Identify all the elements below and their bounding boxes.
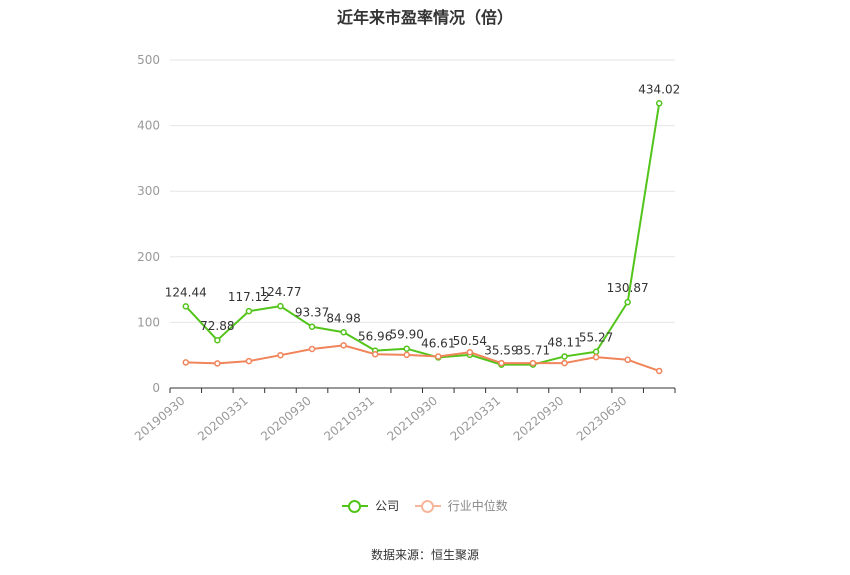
legend-swatch-industry bbox=[414, 499, 441, 513]
data-point-industry bbox=[498, 359, 505, 367]
legend-item-industry[interactable]: 行业中位数 bbox=[414, 497, 508, 514]
x-tick-label: 20200331 bbox=[195, 394, 251, 444]
data-label: 55.27 bbox=[579, 331, 613, 345]
data-label: 434.02 bbox=[638, 82, 680, 96]
data-point-industry bbox=[182, 359, 190, 366]
data-label: 72.88 bbox=[200, 319, 234, 333]
y-tick-label: 300 bbox=[137, 184, 160, 198]
data-label: 59.90 bbox=[390, 328, 424, 342]
data-label: 56.96 bbox=[358, 330, 392, 344]
data-label: 50.54 bbox=[453, 334, 487, 348]
data-label: 93.37 bbox=[295, 306, 329, 320]
data-point-industry bbox=[403, 351, 410, 359]
data-label: 46.61 bbox=[421, 336, 455, 350]
y-axis: 0 100 200 300 400 500 bbox=[137, 53, 160, 395]
series-line-company bbox=[185, 103, 661, 366]
chart-title: 近年来市盈率情况（倍） bbox=[336, 8, 513, 27]
data-point-industry bbox=[466, 348, 474, 356]
data-point-company bbox=[340, 329, 347, 336]
data-label: 35.59 bbox=[484, 344, 518, 358]
x-tick-label: 20210331 bbox=[321, 394, 377, 444]
data-point-company bbox=[592, 348, 600, 355]
data-point-company bbox=[245, 307, 253, 315]
y-tick-label: 100 bbox=[137, 315, 160, 329]
x-tick-label: 20200930 bbox=[258, 394, 314, 444]
data-point-company bbox=[655, 100, 663, 107]
data-point-company bbox=[277, 302, 284, 310]
data-point-company bbox=[624, 298, 631, 306]
data-point-company bbox=[403, 345, 410, 352]
x-tick-label: 20190930 bbox=[132, 394, 188, 444]
data-point-industry bbox=[624, 356, 631, 364]
x-tick-label: 20220331 bbox=[448, 394, 504, 444]
source-note: 数据来源：恒生聚源 bbox=[370, 548, 479, 562]
legend-swatch-company bbox=[342, 499, 369, 513]
legend-label-industry: 行业中位数 bbox=[447, 499, 508, 513]
data-point-industry bbox=[529, 359, 537, 367]
data-point-company bbox=[561, 353, 568, 360]
legend-item-company[interactable]: 公司 bbox=[342, 497, 399, 514]
y-tick-label: 200 bbox=[137, 250, 160, 264]
y-tick-label: 0 bbox=[152, 381, 160, 395]
legend: 公司 行业中位数 bbox=[0, 497, 850, 514]
data-label: 35.71 bbox=[516, 344, 550, 358]
data-label: 48.11 bbox=[547, 335, 581, 349]
data-label: 124.77 bbox=[259, 285, 301, 299]
data-point-industry bbox=[245, 357, 253, 365]
data-point-industry bbox=[561, 359, 568, 367]
data-label: 130.87 bbox=[607, 281, 649, 295]
data-point-company bbox=[214, 336, 221, 344]
y-tick-label: 400 bbox=[137, 119, 160, 133]
data-point-company bbox=[182, 303, 190, 310]
x-tick-label: 20210930 bbox=[384, 394, 440, 444]
legend-label-company: 公司 bbox=[375, 499, 400, 513]
y-tick-label: 500 bbox=[137, 53, 160, 67]
data-point-industry bbox=[371, 350, 379, 358]
x-tick-label: 20230630 bbox=[574, 394, 630, 444]
data-label: 124.44 bbox=[165, 285, 207, 299]
data-point-company bbox=[308, 323, 316, 330]
data-label: 117.12 bbox=[228, 290, 270, 304]
data-point-industry bbox=[214, 360, 221, 367]
data-point-industry bbox=[340, 342, 347, 349]
data-point-industry bbox=[308, 345, 316, 353]
data-point-industry bbox=[655, 367, 663, 375]
data-point-industry bbox=[435, 353, 442, 360]
data-point-industry bbox=[592, 353, 600, 361]
data-label: 84.98 bbox=[326, 311, 360, 325]
x-tick-label: 20220930 bbox=[511, 394, 567, 444]
series-layer bbox=[182, 100, 663, 375]
data-point-industry bbox=[277, 351, 284, 359]
series-line-industry bbox=[185, 344, 660, 372]
x-axis: 20190930 20200331 20200930 20210331 20210930… bbox=[132, 387, 676, 444]
grid-lines bbox=[170, 59, 675, 323]
